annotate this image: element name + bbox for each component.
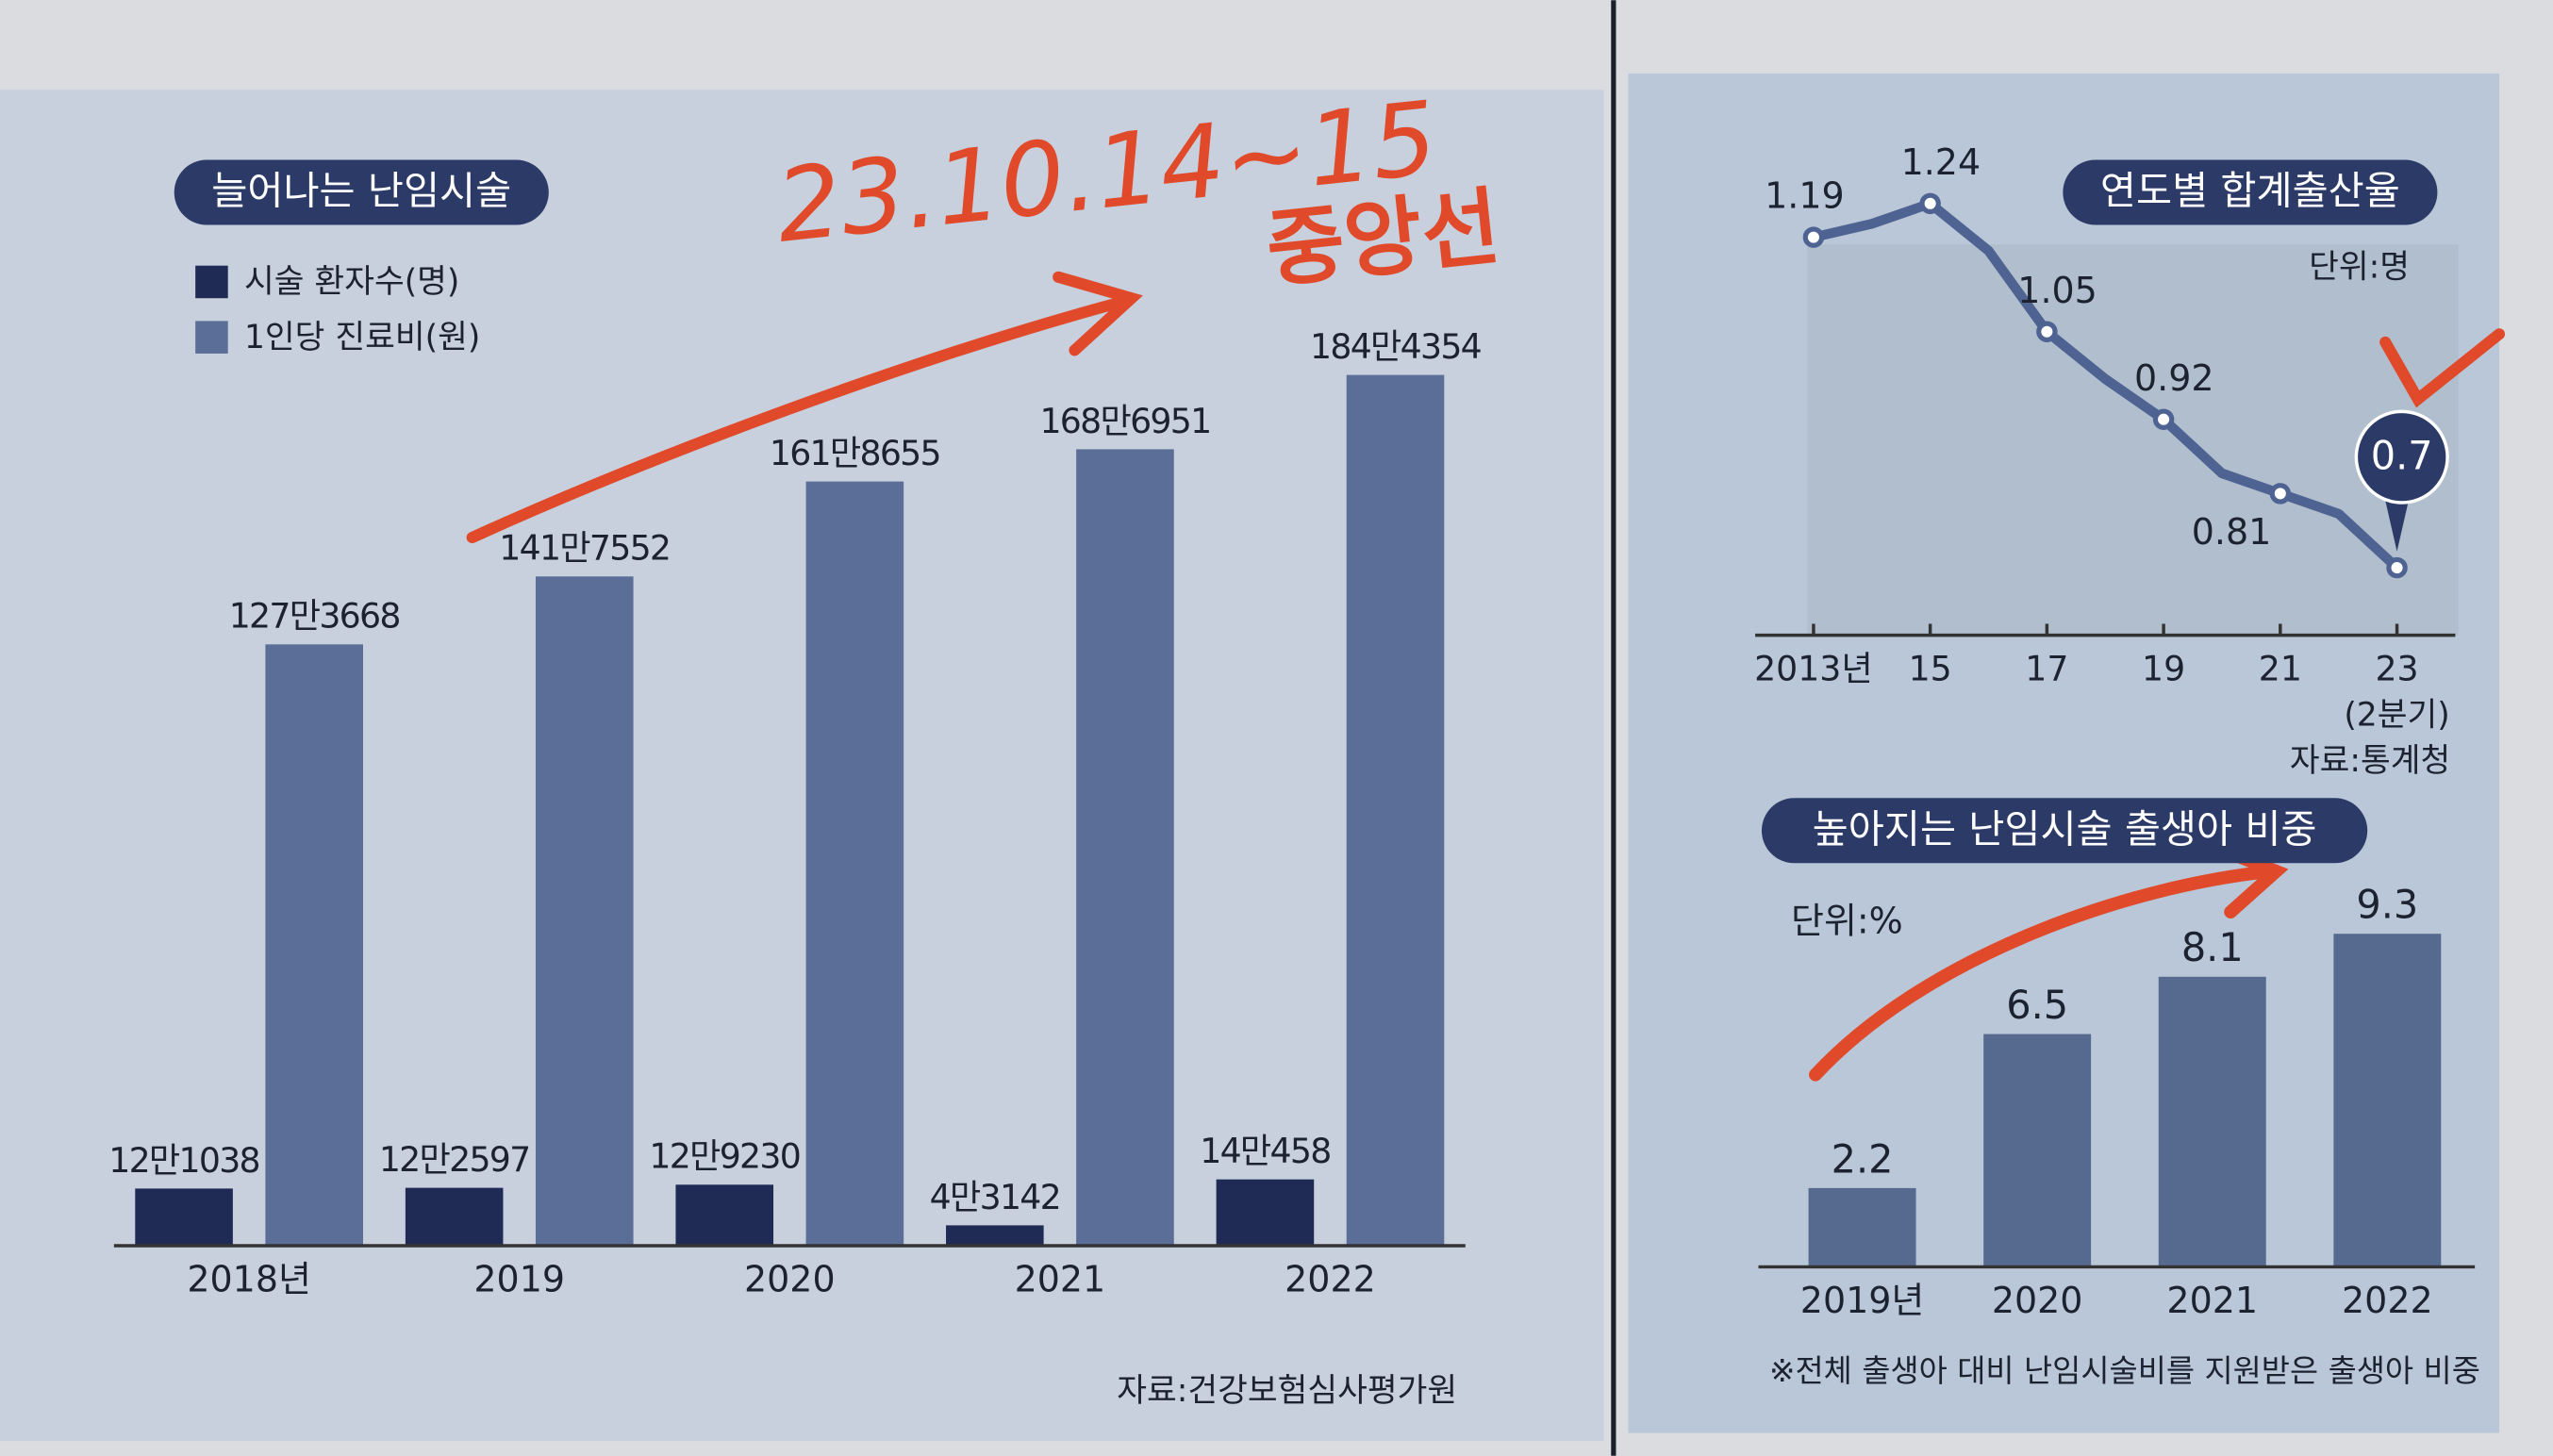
title-pill [1761, 798, 2368, 864]
bar [135, 1188, 233, 1246]
bar [2333, 934, 2442, 1267]
chart-title: 연도별 합계출산율 [2100, 169, 2400, 214]
note: ※전체 출생아 대비 난임시술비를 지원받은 출생아 비중 [1769, 1353, 2480, 1389]
x-tick-label: 2021 [2166, 1280, 2258, 1321]
x-note: (2분기) [2344, 696, 2449, 734]
value-label: 12만9230 [649, 1136, 800, 1177]
line [1812, 198, 2401, 571]
value-label: 8.1 [2181, 925, 2244, 970]
legend-swatch [195, 321, 228, 354]
point [2386, 556, 2408, 579]
callout-bubble [2354, 409, 2449, 505]
bar [1076, 449, 1174, 1246]
title-pill [2063, 159, 2438, 225]
source: 자료:건강보험심사평가원 [1117, 1372, 1457, 1410]
x-tick-label: 2020 [744, 1258, 836, 1299]
legend-label: 시술 환자수(명) [244, 263, 459, 301]
point [2152, 408, 2175, 430]
value-label: 1.24 [1901, 141, 1981, 183]
bar [1216, 1179, 1315, 1246]
value-label: 12만1038 [108, 1140, 259, 1181]
value-label: 0.92 [2134, 357, 2214, 399]
value-label: 6.5 [2006, 983, 2068, 1028]
value-label: 141만7552 [499, 528, 670, 569]
value-label: 4만3142 [930, 1177, 1060, 1217]
bar [1346, 374, 1445, 1246]
red-arrow [466, 271, 1143, 544]
bar [405, 1187, 504, 1246]
x-tick-label: 15 [1909, 649, 1952, 689]
value-label: 14만458 [1200, 1131, 1330, 1171]
bar [1983, 1034, 2092, 1267]
bar [1808, 1187, 1916, 1267]
point [1802, 226, 1825, 248]
x-tick-label: 2018년 [187, 1258, 311, 1299]
value-label: 161만8655 [770, 433, 940, 473]
x-tick-label: 2022 [1285, 1258, 1376, 1299]
x-tick-label: 2019년 [1800, 1280, 1925, 1321]
value-label: 1.05 [2017, 270, 2097, 311]
point [1919, 192, 1941, 215]
legend-swatch [195, 265, 228, 299]
value-label: 1.19 [1765, 175, 1845, 217]
value-label: 0.81 [2192, 511, 2272, 553]
bar [675, 1184, 774, 1246]
x-tick-label: 2021 [1015, 1258, 1106, 1299]
x-tick-label: 2022 [2342, 1280, 2433, 1321]
chart-title: 늘어나는 난임시술 [211, 169, 511, 214]
title-pill [174, 159, 549, 225]
x-tick-label: 23 [2375, 649, 2418, 689]
red-check [2379, 328, 2506, 408]
x-tick-label: 21 [2259, 649, 2302, 689]
line-area-bg [1807, 244, 2459, 636]
legend-label: 1인당 진료비(원) [244, 319, 480, 356]
x-tick-label: 19 [2142, 649, 2185, 689]
value-label: 9.3 [2356, 883, 2418, 928]
value-label: 127만3668 [229, 596, 400, 637]
bar [535, 576, 634, 1246]
x-tick-label: 2013년 [1754, 649, 1873, 689]
unit: 단위:% [1791, 901, 1903, 942]
point [2269, 483, 2292, 505]
point [2036, 321, 2058, 342]
value-label: 184만4354 [1310, 326, 1482, 367]
x-tick-label: 2020 [1992, 1280, 2083, 1321]
value-label: 0.7 [2371, 433, 2433, 478]
x-tick-label: 2019 [473, 1258, 565, 1299]
chart-title: 높아지는 난임시술 출생아 비중 [1813, 806, 2317, 852]
callout [2383, 494, 2411, 552]
bar [2158, 976, 2266, 1267]
value-label: 2.2 [1832, 1136, 1894, 1182]
handwritten-source: 중앙선 [1262, 178, 1504, 300]
bar [805, 481, 904, 1246]
bar [265, 644, 363, 1246]
source: 자료:통계청 [2290, 742, 2450, 780]
x-tick-label: 17 [2025, 649, 2068, 689]
bar [946, 1225, 1044, 1246]
value-label: 168만6951 [1039, 401, 1210, 441]
unit: 단위:명 [2309, 249, 2410, 287]
value-label: 12만2597 [379, 1139, 530, 1180]
